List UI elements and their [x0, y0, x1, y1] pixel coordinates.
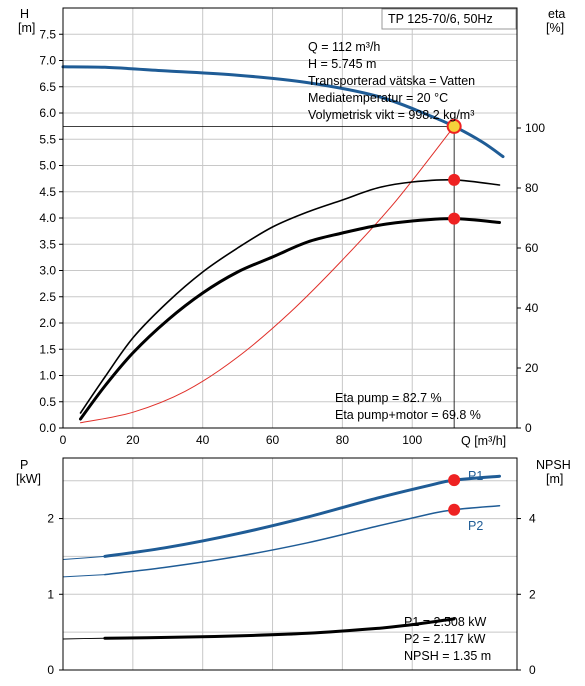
top-left-tick-label: 4.5: [39, 185, 56, 199]
p2-duty-marker: [448, 503, 461, 516]
top-left-tick-label: 2.0: [39, 316, 56, 330]
top-left-tick-label: 6.0: [39, 106, 56, 120]
bottom-right-axis-label-line2: [m]: [546, 472, 563, 486]
top-x-axis-label: Q [m³/h]: [461, 434, 506, 448]
p2-curve-extension: [62, 574, 105, 578]
bottom-left-axis-label-line1: P: [20, 458, 28, 472]
bottom-right-tick-label: 0: [529, 663, 536, 677]
info-eta-pump: Eta pump = 82.7 %: [335, 391, 442, 405]
bottom-plot-frame: [62, 457, 518, 671]
eta-pump-motor-duty-marker: [448, 212, 461, 225]
top-left-tick-label: 0.5: [39, 395, 56, 409]
p1-duty-marker: [448, 474, 461, 487]
p1-curve-extension: [62, 555, 105, 560]
eta-pump-duty-marker: [448, 173, 461, 186]
power-info: P1 = 2.508 kW P2 = 2.117 kW NPSH = 1.35 …: [404, 615, 491, 663]
top-ticks: 0 20 40 60 80 100 0.0 0.5 1.0 1.5 2.0 2.5 3.0 3.5 4.0 4…: [39, 27, 545, 447]
info-density: Volymetrisk vikt = 998.2 kg/m³: [308, 108, 474, 122]
info-eta-pump-motor: Eta pump+motor = 69.8 %: [335, 408, 481, 422]
duty-point-info: Q = 112 m³/h H = 5.745 m Transporterad v…: [308, 40, 475, 122]
top-curves: [61, 65, 505, 428]
info-head: H = 5.745 m: [308, 57, 376, 71]
bottom-right-tick-label: 4: [529, 512, 536, 526]
top-right-tick-label: 60: [525, 241, 539, 255]
top-left-tick-label: 3.5: [39, 237, 56, 251]
top-right-tick-label: 0: [525, 421, 532, 435]
top-left-tick-label: 7.5: [39, 27, 56, 41]
efficiency-info: Eta pump = 82.7 % Eta pump+motor = 69.8 …: [335, 391, 481, 422]
top-left-tick-label: 5.5: [39, 132, 56, 146]
info-liquid: Transporterad vätska = Vatten: [308, 74, 475, 88]
bottom-right-tick-label: 2: [529, 587, 536, 601]
top-plot-frame: [62, 7, 518, 429]
head-duty-marker: [446, 118, 462, 134]
top-left-axis-label-line1: H: [20, 7, 29, 21]
top-x-tick-label: 100: [402, 433, 422, 447]
top-x-tick-label: 80: [336, 433, 350, 447]
eta-pump-motor-curve: [79, 217, 501, 421]
eta-pump-curve: [79, 178, 501, 414]
info-temperature: Mediatemperatur = 20 °C: [308, 91, 448, 105]
top-left-tick-label: 1.0: [39, 369, 56, 383]
top-left-axis-label-line2: [m]: [18, 21, 35, 35]
info-npsh: NPSH = 1.35 m: [404, 649, 491, 663]
top-left-tick-label: 7.0: [39, 54, 56, 68]
bottom-right-axis-label-line1: NPSH: [536, 458, 571, 472]
bottom-left-tick-label: 1: [47, 587, 54, 601]
bottom-grid: [63, 458, 517, 670]
bottom-left-tick-label: 0: [47, 663, 54, 677]
bottom-ticks: 0 1 2 0 2 4: [47, 512, 536, 677]
top-right-axis-label-line2: [%]: [546, 21, 564, 35]
chart-title: TP 125-70/6, 50Hz: [388, 12, 493, 26]
top-right-tick-label: 40: [525, 301, 539, 315]
legend-p1: P1: [468, 469, 483, 483]
top-left-tick-label: 2.5: [39, 290, 56, 304]
bottom-left-tick-label: 2: [47, 512, 54, 526]
top-left-tick-label: 4.0: [39, 211, 56, 225]
top-left-tick-label: 3.0: [39, 264, 56, 278]
top-x-tick-label: 60: [266, 433, 280, 447]
head-curve: [61, 65, 505, 159]
npsh-curve-extension: [62, 637, 105, 640]
info-flow: Q = 112 m³/h: [308, 40, 380, 54]
top-left-tick-label: 1.5: [39, 342, 56, 356]
top-right-tick-label: 80: [525, 181, 539, 195]
chart-title-box: [381, 8, 517, 30]
top-right-tick-label: 100: [525, 121, 545, 135]
top-left-tick-label: 0.0: [39, 421, 56, 435]
info-p2: P2 = 2.117 kW: [404, 632, 486, 646]
legend-p2: P2: [468, 519, 483, 533]
bottom-left-axis-label-line2: [kW]: [16, 472, 41, 486]
top-x-tick-label: 40: [196, 433, 210, 447]
top-left-tick-label: 6.5: [39, 80, 56, 94]
top-left-tick-label: 5.0: [39, 159, 56, 173]
top-x-tick-label: 20: [126, 433, 140, 447]
system-curve: [80, 125, 455, 424]
info-p1: P1 = 2.508 kW: [404, 615, 487, 629]
top-x-tick-label: 0: [60, 433, 67, 447]
top-right-tick-label: 20: [525, 361, 539, 375]
top-right-axis-label-line1: eta: [548, 7, 565, 21]
npsh-curve: [103, 617, 456, 640]
bottom-curves: [62, 474, 501, 640]
